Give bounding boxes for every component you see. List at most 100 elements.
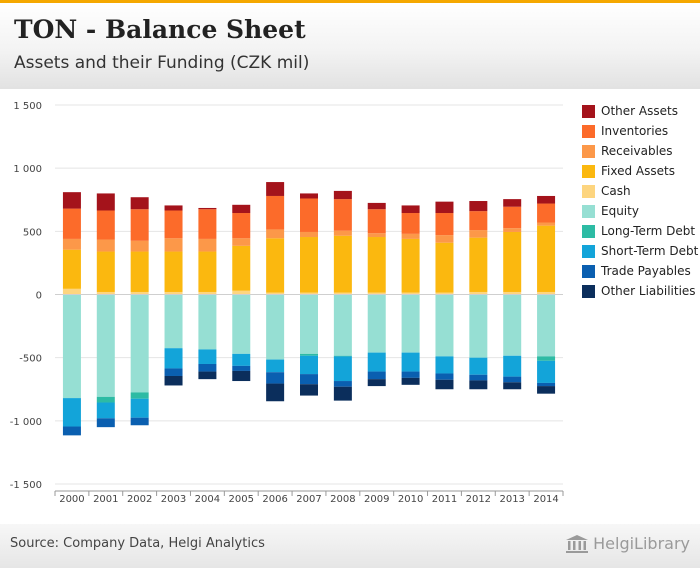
bar-segment [401, 205, 420, 214]
x-tick-label: 2004 [195, 494, 220, 505]
bar-segment [333, 356, 352, 382]
bar-segment [96, 210, 115, 240]
legend-swatch [582, 184, 595, 198]
bar-segment [266, 182, 285, 196]
bar-segment [164, 205, 183, 211]
bar-segment [130, 240, 149, 252]
legend-label: Receivables [601, 144, 673, 158]
bar-segment [537, 386, 556, 394]
balance-sheet-chart: 1 500 1 000 500 0 -500 -1 000 -1 500 2000 2001 20… [10, 101, 564, 505]
bar-segment [130, 197, 149, 210]
chart-legend: Other Assets Inventories Receivables Fixed … [582, 101, 698, 301]
bar-segment [435, 294, 454, 357]
bar-segment [367, 294, 386, 353]
bar-segment [435, 373, 454, 380]
bar-segment [232, 204, 251, 214]
logo-text: HelgiLibrary [593, 534, 690, 553]
bar-segment [401, 371, 420, 378]
bar-segment [266, 383, 285, 402]
bar-segment [435, 235, 454, 243]
x-tick-label: 2003 [161, 494, 186, 505]
legend-item[interactable]: Short-Term Debt [582, 241, 698, 261]
bar-segment [198, 294, 217, 350]
bar-segment [503, 376, 522, 383]
legend-item[interactable]: Trade Payables [582, 261, 698, 281]
bar-segment [333, 294, 352, 356]
bar-segment [96, 294, 115, 397]
legend-label: Trade Payables [601, 264, 691, 278]
bar-segment [469, 291, 488, 295]
legend-item[interactable]: Cash [582, 181, 698, 201]
legend-item[interactable]: Fixed Assets [582, 161, 698, 181]
legend-swatch [582, 164, 595, 178]
bar-segment [198, 349, 217, 364]
x-tick-label: 2005 [229, 494, 254, 505]
bar-segment [266, 238, 285, 293]
bar-segment [198, 371, 217, 380]
legend-item[interactable]: Receivables [582, 141, 698, 161]
bar-segment [130, 392, 149, 399]
top-accent-bar [0, 0, 700, 3]
bar-segment [164, 251, 183, 292]
bar-segment [537, 294, 556, 357]
bar-segment [130, 398, 149, 418]
bar-segment [367, 233, 386, 238]
bar-segment [469, 380, 488, 390]
bar-segment [164, 294, 183, 349]
bar-segment [537, 222, 556, 226]
helgi-library-logo[interactable]: HelgiLibrary [566, 534, 690, 553]
chart-header: TON - Balance Sheet Assets and their Fun… [0, 3, 700, 89]
x-tick-label: 2014 [533, 494, 558, 505]
bar-segment [300, 355, 318, 375]
bar-segment [469, 237, 488, 292]
library-columns-icon [566, 534, 589, 553]
bar-segment [198, 209, 217, 239]
bar-segment [232, 365, 251, 371]
legend-item[interactable]: Equity [582, 201, 698, 221]
bar-segment [367, 292, 386, 295]
bar-segment [164, 348, 183, 369]
bar-segment [266, 372, 285, 384]
bar-segment [367, 379, 386, 387]
chart-footer: Source: Company Data, Helgi Analytics He… [0, 524, 700, 568]
legend-label: Inventories [601, 124, 669, 138]
bar-segment [300, 237, 318, 293]
bar-segment [62, 294, 81, 399]
bar-segment [537, 203, 556, 223]
bar-segment [435, 292, 454, 295]
bar-segment [164, 238, 183, 252]
bar-segment [62, 192, 81, 209]
bar-segment [469, 294, 488, 358]
bar-segment [62, 249, 81, 289]
bar-segment [164, 291, 183, 295]
x-tick-label: 2007 [296, 494, 321, 505]
bar-segment [435, 242, 454, 293]
bar-segment [198, 238, 217, 252]
bar-segment [232, 245, 251, 291]
bar-segment [130, 291, 149, 295]
legend-label: Other Liabilities [601, 284, 696, 298]
bar-segment [469, 201, 488, 212]
bar-segment [503, 199, 522, 207]
bar-segment [300, 193, 318, 199]
bar-segment [469, 374, 488, 381]
bar-segment [503, 355, 522, 377]
x-tick-label: 2008 [330, 494, 355, 505]
legend-label: Fixed Assets [601, 164, 675, 178]
legend-item[interactable]: Long-Term Debt [582, 221, 698, 241]
bar-segment [232, 213, 251, 239]
legend-item[interactable]: Other Assets [582, 101, 698, 121]
y-tick-label: -1 000 [10, 417, 42, 428]
legend-swatch [582, 204, 595, 218]
bar-segment [333, 386, 352, 401]
legend-item[interactable]: Inventories [582, 121, 698, 141]
bar-segment [333, 235, 352, 293]
legend-label: Equity [601, 204, 639, 218]
bar-segment [266, 195, 285, 230]
page-title: TON - Balance Sheet [14, 15, 306, 44]
legend-item[interactable]: Other Liabilities [582, 281, 698, 301]
bar-segment [469, 230, 488, 238]
bar-segment [367, 237, 386, 293]
bar-segment [96, 193, 115, 211]
bar-segment [537, 225, 556, 292]
